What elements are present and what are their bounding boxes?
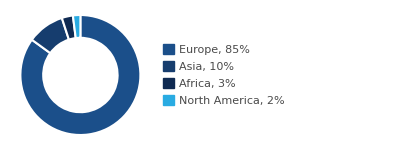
Wedge shape (32, 18, 69, 53)
Wedge shape (73, 15, 80, 38)
Legend: Europe, 85%, Asia, 10%, Africa, 3%, North America, 2%: Europe, 85%, Asia, 10%, Africa, 3%, Nort… (162, 44, 284, 106)
Wedge shape (20, 15, 140, 135)
Wedge shape (62, 15, 75, 40)
